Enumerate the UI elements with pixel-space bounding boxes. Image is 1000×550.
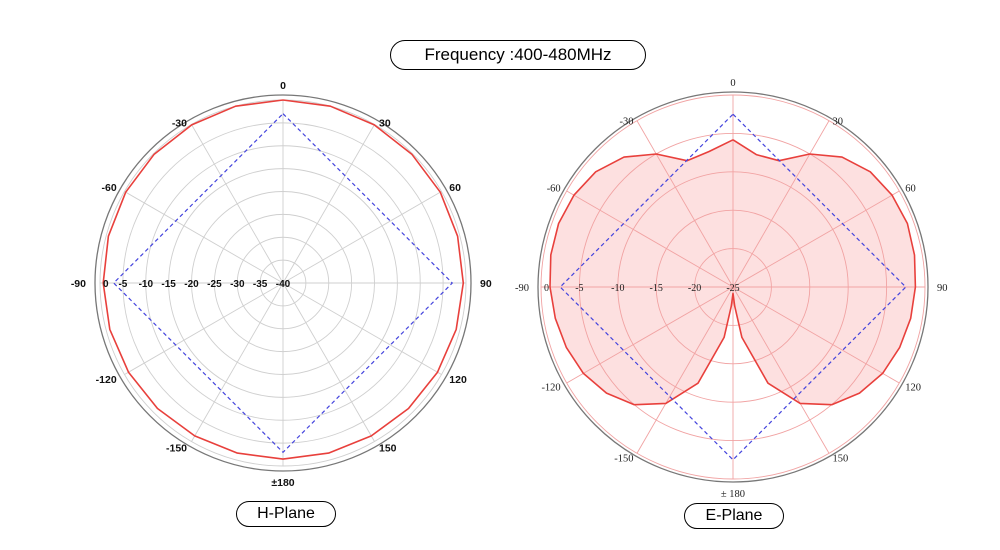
angle-tick-label: 0 xyxy=(280,80,286,92)
angle-tick-label: ±180 xyxy=(271,477,294,489)
measured-series-line xyxy=(549,139,917,406)
radial-tick-label: -5 xyxy=(575,283,583,294)
radial-tick-label: -20 xyxy=(688,283,701,294)
measured-series-line xyxy=(102,99,465,460)
grid-spoke xyxy=(124,282,284,375)
radial-tick-label: -40 xyxy=(276,279,291,290)
angle-tick-label: -90 xyxy=(515,283,529,294)
angle-tick-label: 150 xyxy=(833,453,849,464)
angle-tick-label: -30 xyxy=(172,118,187,130)
h-plane-label: H-Plane xyxy=(236,501,336,527)
grid-spoke xyxy=(732,286,830,454)
angle-tick-label: 30 xyxy=(379,118,391,130)
angle-tick-label: 150 xyxy=(379,442,397,454)
radial-tick-label: 0 xyxy=(103,279,109,290)
grid-spoke xyxy=(732,190,900,288)
grid-spoke xyxy=(191,282,284,442)
radial-tick-label: -15 xyxy=(161,279,176,290)
h-plane-chart: 0 30 60 90 120 150 ±180 -150 -120 -90 -60 -30 0 -5 -10… xyxy=(71,80,492,489)
angle-tick-label: -30 xyxy=(620,117,634,128)
angle-tick-label: -120 xyxy=(541,383,560,394)
grid-spoke xyxy=(566,286,734,384)
angle-tick-label: 90 xyxy=(480,278,492,290)
angle-tick-label: -60 xyxy=(102,182,117,194)
radial-tick-label: 0 xyxy=(544,283,549,294)
radial-tick-label: -20 xyxy=(184,279,199,290)
grid-spoke xyxy=(636,286,734,454)
angle-tick-label: 30 xyxy=(833,117,844,128)
radial-tick-label: -15 xyxy=(650,283,663,294)
angle-tick-label: 60 xyxy=(905,184,916,195)
angle-tick-label: 0 xyxy=(730,78,735,89)
radial-tick-label: -35 xyxy=(253,279,268,290)
grid-spoke xyxy=(636,120,734,288)
grid-spoke xyxy=(732,286,900,384)
angle-tick-label: ± 180 xyxy=(721,489,745,500)
radial-tick-label: -5 xyxy=(118,279,127,290)
angle-tick-label: -120 xyxy=(96,374,117,386)
angle-tick-label: 120 xyxy=(449,374,467,386)
grid-spoke xyxy=(282,191,442,284)
radial-tick-label: -10 xyxy=(611,283,624,294)
grid-spoke xyxy=(282,282,442,375)
grid-spoke xyxy=(124,191,284,284)
grid-spoke xyxy=(566,190,734,288)
angle-tick-label: -150 xyxy=(614,453,633,464)
radial-tick-label: -25 xyxy=(207,279,222,290)
grid-spoke xyxy=(191,124,284,284)
grid-spoke xyxy=(282,282,375,442)
angle-tick-label: 60 xyxy=(449,182,461,194)
grid-spoke xyxy=(732,120,830,288)
grid-spoke xyxy=(282,124,375,284)
reference-series-line xyxy=(559,113,907,461)
e-plane-chart: 0 30 60 90 120 150 ± 180 -150 -120 -90 -60 -30 0 -5 -1… xyxy=(515,78,948,500)
e-plane-label: E-Plane xyxy=(684,503,784,529)
angle-tick-label: -60 xyxy=(547,184,561,195)
reference-series-line xyxy=(113,113,453,453)
radial-tick-label: -30 xyxy=(230,279,245,290)
angle-tick-label: 90 xyxy=(937,283,948,294)
angle-tick-label: -90 xyxy=(71,278,86,290)
radial-tick-label: -10 xyxy=(139,279,154,290)
angle-tick-label: 120 xyxy=(905,383,921,394)
radial-tick-label: -25 xyxy=(726,283,739,294)
frequency-title: Frequency :400-480MHz xyxy=(390,40,646,70)
angle-tick-label: -150 xyxy=(166,442,187,454)
